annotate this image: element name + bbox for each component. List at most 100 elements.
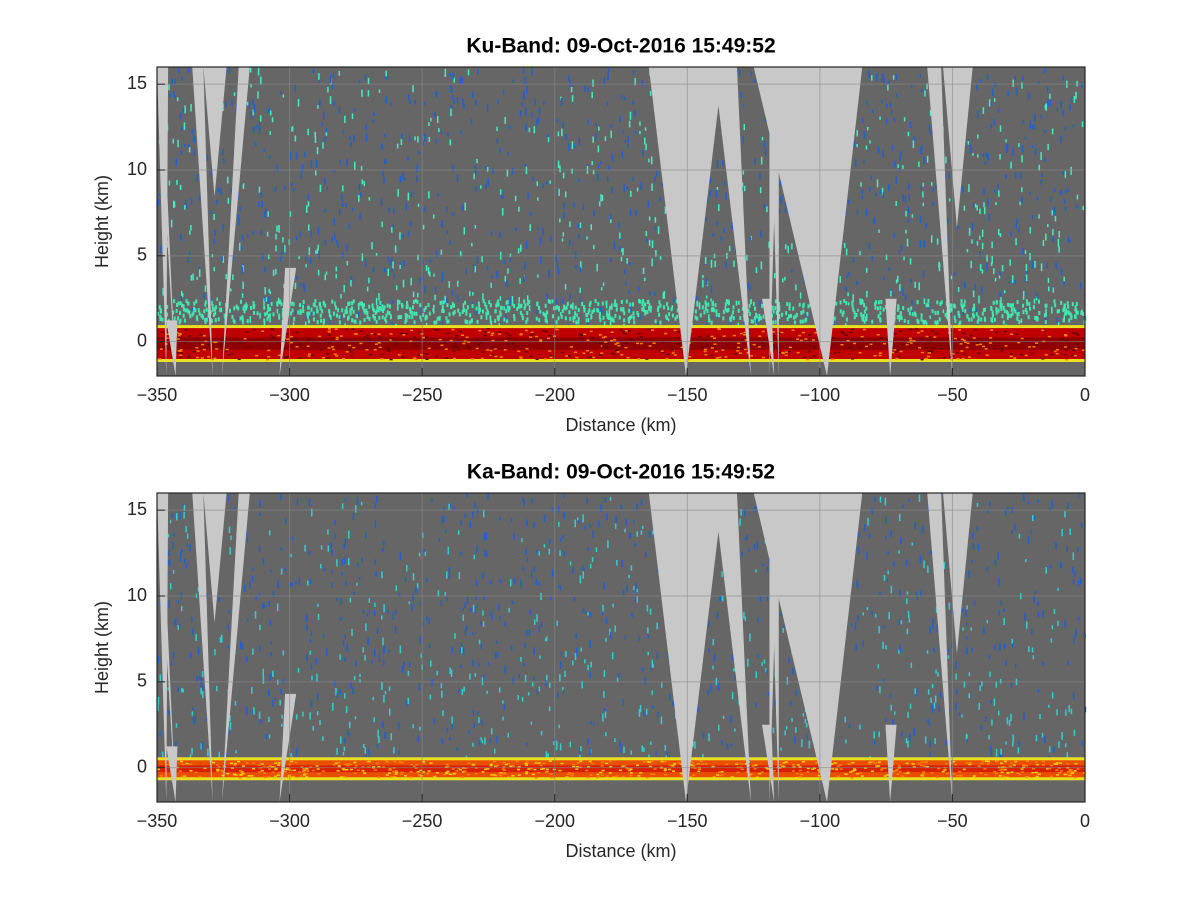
surface-speckle [219, 345, 223, 347]
echo [568, 310, 571, 315]
echo [442, 300, 445, 305]
echo [228, 67, 230, 74]
surface-speckle [326, 357, 330, 359]
echo [406, 300, 409, 305]
surface-speckle [912, 766, 916, 768]
echo [944, 312, 947, 317]
echo [1072, 552, 1075, 560]
echo [301, 164, 304, 172]
surface-speckle [601, 761, 605, 763]
echo [1051, 128, 1054, 135]
surface-speckle [499, 356, 503, 358]
echo [576, 647, 578, 651]
echo [536, 688, 539, 695]
surface-speckle [912, 340, 916, 342]
echo [696, 316, 699, 321]
surface-speckle [466, 773, 470, 776]
echo [955, 673, 957, 680]
surface-speckle [901, 775, 905, 777]
echo [360, 302, 363, 307]
echo [1047, 99, 1049, 107]
echo [1069, 528, 1071, 536]
echo [637, 286, 640, 292]
echo [962, 627, 964, 631]
surface-speckle [772, 331, 776, 333]
surface-speckle [418, 331, 422, 334]
echo [1050, 564, 1052, 569]
echo [309, 257, 312, 264]
echo [974, 203, 977, 208]
echo [619, 115, 621, 123]
echo [564, 316, 567, 321]
surface-speckle [957, 329, 961, 331]
echo [168, 710, 170, 715]
surface-speckle [576, 761, 580, 764]
surface-speckle [373, 333, 377, 336]
echo [340, 616, 342, 621]
surface-speckle [274, 762, 278, 765]
surface-speckle [317, 773, 321, 775]
echo [853, 141, 855, 148]
echo [990, 101, 993, 107]
echo [605, 618, 608, 624]
surface-speckle [688, 356, 692, 358]
echo [1064, 511, 1066, 518]
echo [491, 275, 493, 279]
echo [548, 269, 550, 278]
surface-speckle [927, 350, 931, 353]
echo [311, 675, 313, 681]
echo [583, 308, 586, 313]
echo [640, 499, 643, 506]
echo [434, 294, 436, 301]
echo [183, 504, 186, 511]
echo [202, 690, 204, 699]
echo [722, 309, 725, 314]
surface-speckle [219, 343, 223, 345]
surface-speckle [1071, 332, 1075, 334]
echo [451, 95, 454, 99]
echo [231, 99, 233, 107]
echo [267, 689, 270, 697]
surface-speckle [598, 342, 602, 345]
echo [900, 245, 903, 252]
echo [774, 305, 777, 310]
echo [1053, 188, 1056, 193]
echo [899, 589, 901, 598]
echo [388, 311, 391, 316]
surface-speckle [524, 762, 528, 765]
echo [275, 245, 277, 252]
echo [876, 179, 879, 188]
echo [315, 159, 318, 168]
echo [183, 304, 185, 309]
echo [291, 536, 294, 541]
echo [306, 314, 309, 319]
surface-speckle [455, 346, 459, 348]
echo [266, 231, 269, 237]
echo [496, 299, 499, 304]
echo [869, 140, 871, 144]
echo [381, 682, 383, 691]
echo [561, 128, 563, 137]
echo [802, 309, 805, 314]
echo [538, 686, 541, 692]
echo [412, 299, 415, 304]
echo [924, 736, 927, 744]
echo [732, 316, 735, 321]
echo [588, 523, 591, 528]
echo [184, 144, 186, 148]
surface-speckle [272, 336, 276, 339]
echo [382, 540, 385, 547]
surface-speckle [388, 768, 392, 770]
surface-speckle [977, 765, 981, 768]
surface-speckle [422, 762, 426, 765]
echo [1031, 260, 1034, 269]
echo [302, 299, 305, 304]
echo [399, 176, 402, 183]
echo [478, 717, 480, 723]
surface-speckle [1000, 771, 1004, 774]
echo [385, 313, 388, 318]
echo [1027, 500, 1030, 505]
surface-speckle [501, 768, 505, 770]
echo [373, 610, 376, 617]
echo [353, 591, 355, 595]
